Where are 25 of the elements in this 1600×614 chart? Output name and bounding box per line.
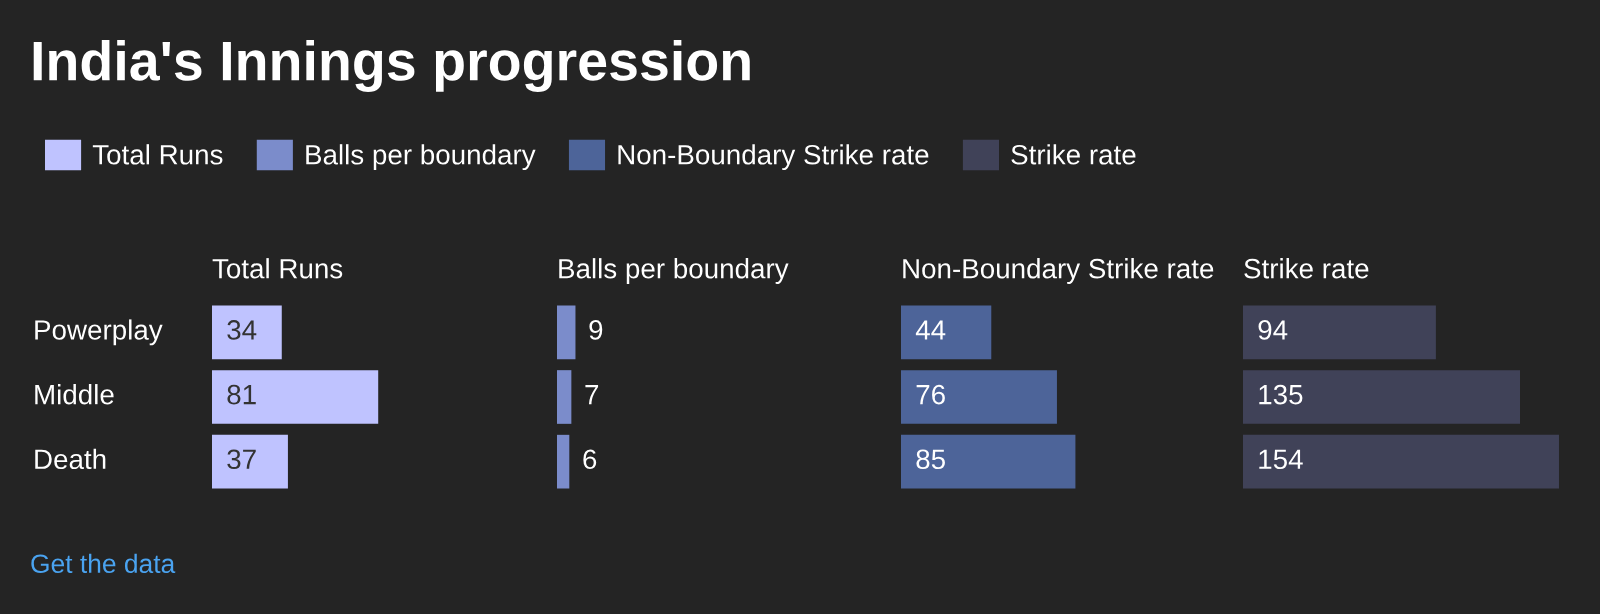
text: Total Runs	[212, 258, 343, 279]
data-label: 44	[915, 320, 946, 340]
data-label: 34	[227, 320, 257, 340]
y-tick-label: Powerplay	[35, 319, 163, 346]
data-label: 81	[227, 384, 256, 405]
legend-label: Strike rate	[1011, 144, 1136, 165]
data-label: 154	[1259, 449, 1303, 470]
legend-label: Balls per boundary	[306, 144, 536, 171]
text: Balls per boundary	[559, 258, 789, 284]
data-label: 9	[589, 320, 603, 340]
data-label: 6	[583, 449, 597, 470]
text: Strike rate	[1244, 258, 1369, 279]
data-label: 76	[916, 384, 945, 405]
data-label: 135	[1259, 384, 1303, 405]
y-tick-label: Middle	[35, 384, 114, 405]
legend-label: Total Runs	[92, 144, 223, 165]
legend-label: Non-Boundary Strike rate	[618, 144, 929, 171]
data-label: 7	[585, 385, 599, 405]
data-label: 85	[916, 449, 945, 470]
chart-title: India's Innings progression	[33, 39, 750, 93]
y-tick-label: Death	[35, 448, 106, 470]
data-label: 37	[227, 449, 256, 470]
data-label: 94	[1258, 320, 1288, 340]
text: Get the data	[31, 553, 176, 574]
text: Non-Boundary Strike rate	[903, 258, 1214, 284]
